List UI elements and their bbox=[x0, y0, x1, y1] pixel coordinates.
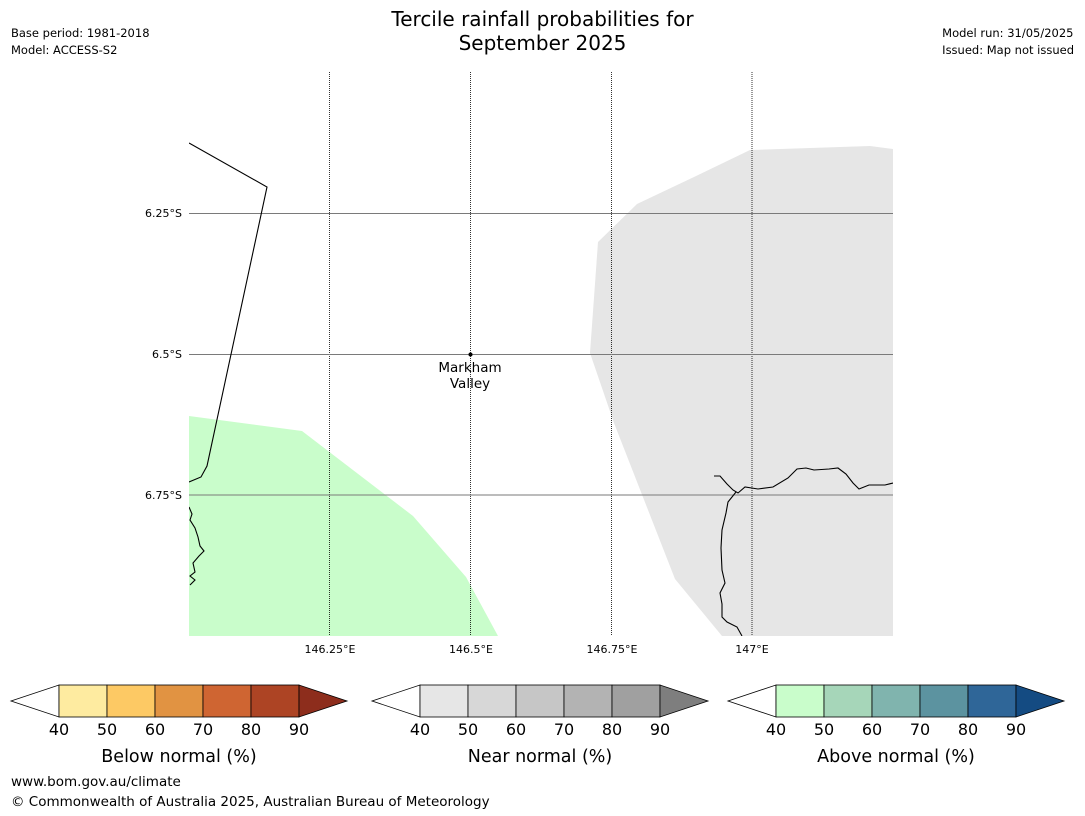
colorbar-label: Above normal (%) bbox=[817, 747, 975, 767]
colorbar-tick-label: 80 bbox=[241, 720, 261, 739]
coastline-east bbox=[714, 467, 893, 494]
colorbar-tick-label: 50 bbox=[458, 720, 478, 739]
colorbar-tick-label: 70 bbox=[910, 720, 930, 739]
colorbar-tick-label: 60 bbox=[506, 720, 526, 739]
map-frame bbox=[189, 72, 893, 636]
colorbar-cell bbox=[250, 684, 300, 718]
colorbar-cell bbox=[202, 684, 252, 718]
colorbar-label: Near normal (%) bbox=[468, 747, 613, 767]
lon-label-4: 147°E bbox=[735, 643, 768, 656]
place-name-line-1: Markham bbox=[438, 360, 501, 376]
colorbar-extension-high bbox=[1015, 684, 1066, 718]
colorbar-cell bbox=[823, 684, 873, 718]
model-name: Model: ACCESS-S2 bbox=[11, 43, 118, 57]
model-run: Model run: 31/05/2025 bbox=[942, 26, 1074, 40]
meta-left: Base period: 1981-2018 Model: ACCESS-S2 bbox=[11, 25, 150, 59]
footer-url[interactable]: www.bom.gov.au/climate bbox=[11, 774, 181, 790]
colorbar-extension-high bbox=[298, 684, 349, 718]
lat-label-1: 6.25°S bbox=[145, 207, 182, 220]
colorbar-cell bbox=[967, 684, 1017, 718]
colorbar-tick-label: 50 bbox=[97, 720, 117, 739]
colorbar-cell bbox=[419, 684, 469, 718]
colorbar-tick-label: 50 bbox=[814, 720, 834, 739]
colorbar-tick-label: 90 bbox=[289, 720, 309, 739]
colorbar-cell bbox=[611, 684, 661, 718]
above-normal-region bbox=[189, 416, 498, 636]
colorbar-tick-label: 40 bbox=[766, 720, 786, 739]
map-title: Tercile rainfall probabilities for Septe… bbox=[0, 7, 1085, 55]
lon-label-2: 146.5°E bbox=[449, 643, 493, 656]
colorbar-extension-low bbox=[9, 684, 60, 718]
lat-label-3: 6.75°S bbox=[145, 489, 182, 502]
near-normal-region bbox=[590, 146, 893, 636]
issued-status: Issued: Map not issued bbox=[942, 43, 1074, 57]
meta-right: Model run: 31/05/2025 Issued: Map not is… bbox=[942, 25, 1074, 59]
colorbar-label: Below normal (%) bbox=[101, 747, 256, 767]
colorbar-cell bbox=[775, 684, 825, 718]
colorbar-cell bbox=[871, 684, 921, 718]
title-line-1: Tercile rainfall probabilities for bbox=[391, 7, 694, 31]
lon-label-3: 146.75°E bbox=[587, 643, 638, 656]
colorbar-tick-label: 40 bbox=[410, 720, 430, 739]
colorbar-tick-label: 60 bbox=[862, 720, 882, 739]
colorbar-near-normal: 40 50 60 70 80 90 Near normal (%) bbox=[370, 684, 710, 767]
colorbar-tick-label: 90 bbox=[650, 720, 670, 739]
lon-label-1: 146.25°E bbox=[305, 643, 356, 656]
colorbar-tick-label: 80 bbox=[958, 720, 978, 739]
colorbar-extension-high bbox=[659, 684, 710, 718]
colorbar-extension-low bbox=[726, 684, 777, 718]
colorbar-below-normal: 40 50 60 70 80 90 Below normal (%) bbox=[9, 684, 349, 767]
colorbar-cell bbox=[58, 684, 108, 718]
colorbar-extension-low bbox=[370, 684, 421, 718]
colorbar-tick-label: 80 bbox=[602, 720, 622, 739]
colorbar-tick-label: 60 bbox=[145, 720, 165, 739]
place-marker bbox=[468, 352, 473, 357]
river-line bbox=[719, 491, 743, 636]
base-period: Base period: 1981-2018 bbox=[11, 26, 150, 40]
colorbar-cell bbox=[563, 684, 613, 718]
title-line-2: September 2025 bbox=[458, 31, 627, 55]
lat-label-2: 6.5°S bbox=[152, 348, 182, 361]
colorbar-above-normal: 40 50 60 70 80 90 Above normal (%) bbox=[726, 684, 1066, 767]
border-line bbox=[189, 142, 268, 483]
footer-copyright: © Commonwealth of Australia 2025, Austra… bbox=[11, 794, 490, 810]
colorbar-tick-label: 70 bbox=[193, 720, 213, 739]
colorbar-cell bbox=[515, 684, 565, 718]
colorbar-tick-label: 90 bbox=[1006, 720, 1026, 739]
colorbar-tick-label: 40 bbox=[49, 720, 69, 739]
place-name-line-2: Valley bbox=[450, 376, 490, 392]
lat-gridlines bbox=[189, 213, 893, 496]
colorbar-cell bbox=[154, 684, 204, 718]
colorbar-tick-label: 70 bbox=[554, 720, 574, 739]
coastline-west bbox=[189, 506, 205, 586]
colorbar-cell bbox=[106, 684, 156, 718]
colorbar-cell bbox=[467, 684, 517, 718]
colorbar-cell bbox=[919, 684, 969, 718]
